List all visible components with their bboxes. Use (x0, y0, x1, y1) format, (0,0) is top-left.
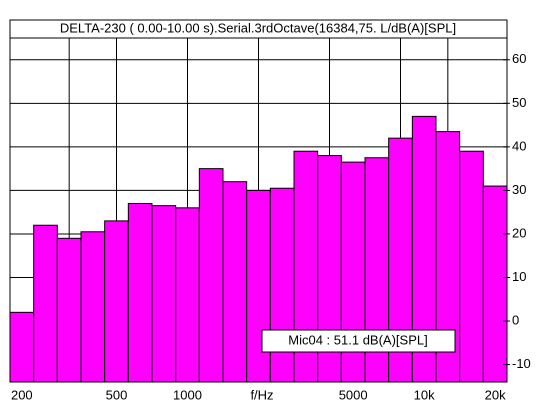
x-tick-label: 20k (485, 387, 506, 402)
bar (33, 224, 58, 383)
bar (198, 168, 224, 383)
x-tick-label: 10k (414, 387, 435, 402)
x-tick-label: 5000 (339, 387, 368, 402)
x-tick-label: 1000 (173, 387, 202, 402)
bar (269, 187, 295, 383)
bar (104, 220, 129, 383)
bar (127, 202, 153, 383)
bar (246, 189, 271, 383)
x-tick-label: 500 (106, 387, 128, 402)
y-tick-label: 0 (512, 312, 519, 327)
bar (459, 150, 484, 383)
y-tick-label: 50 (512, 95, 526, 110)
legend-text: Mic04 : 51.1 dB(A)[SPL] (288, 332, 427, 347)
y-tick-label: 60 (512, 51, 526, 66)
y-tick-label: 20 (512, 225, 526, 240)
legend-box (261, 329, 456, 353)
bar (151, 205, 177, 383)
bar (9, 311, 35, 383)
x-tick-label: 200 (11, 387, 33, 402)
y-tick-label: 30 (512, 182, 526, 197)
y-tick-label: 10 (512, 269, 526, 284)
x-axis-label: f/Hz (250, 387, 273, 402)
bar (175, 207, 200, 383)
bar (482, 185, 508, 383)
chart-title: DELTA-230 ( 0.00-10.00 s).Serial.3rdOcta… (60, 20, 456, 35)
bar (80, 231, 106, 383)
y-tick-label: -10 (512, 356, 531, 371)
bar (222, 181, 248, 383)
y-tick-label: 40 (512, 138, 526, 153)
bar (56, 237, 82, 383)
